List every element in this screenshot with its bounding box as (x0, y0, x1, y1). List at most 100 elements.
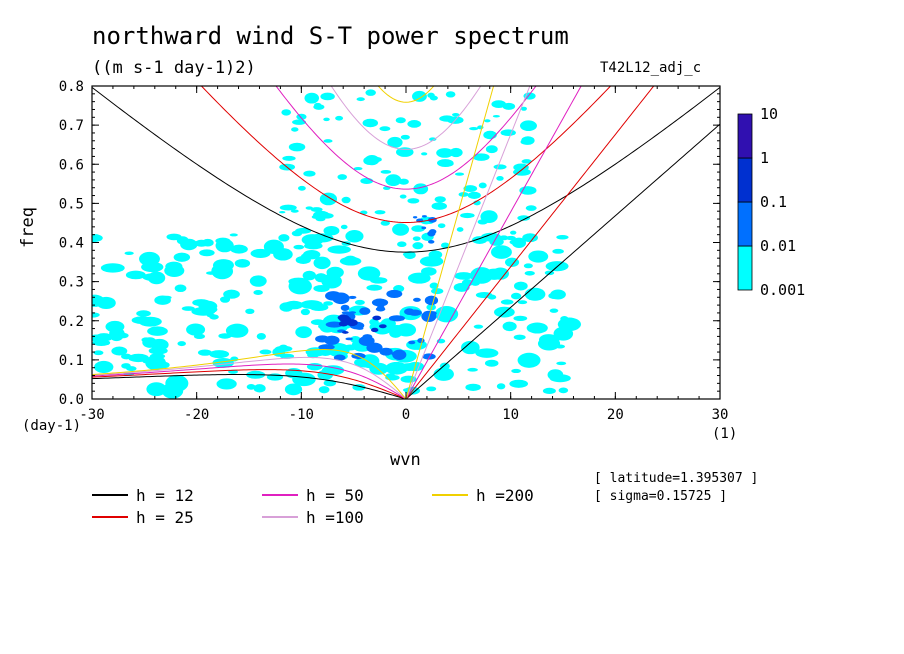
power-blob-mid (375, 306, 386, 312)
power-blob-low (490, 245, 512, 259)
power-blob-mid (359, 307, 371, 315)
power-blob-low (470, 267, 493, 284)
power-blob-low (412, 90, 427, 102)
power-blob-mid (371, 298, 389, 307)
power-blob-low (412, 236, 421, 241)
power-blob-low (426, 386, 437, 392)
power-blob-low (181, 306, 195, 311)
power-blob-mid (333, 354, 346, 361)
power-blob-low (483, 130, 497, 140)
legend-swatch (432, 494, 468, 496)
power-blob-low (560, 315, 569, 322)
power-blob-low (300, 308, 311, 316)
power-blob-low (521, 159, 532, 164)
chart-title: northward wind S-T power spectrum (92, 22, 569, 50)
power-blob-low (249, 275, 267, 287)
power-blob-low (230, 244, 248, 254)
power-blob-mid (388, 315, 405, 322)
legend-item: h = 50 (262, 486, 364, 505)
power-blob-mid (427, 230, 436, 237)
y-tick-label: 0.1 (59, 353, 84, 369)
power-blob-low (402, 252, 415, 257)
sigma-text: [ sigma=0.15725 ] (594, 489, 728, 504)
latitude-text: [ latitude=1.395307 ] (594, 471, 759, 486)
power-blob-low (340, 224, 348, 230)
power-blob-low (407, 120, 422, 128)
power-blob-low (146, 382, 167, 397)
power-blob-low (437, 223, 446, 229)
power-blob-low (288, 277, 309, 286)
kelvin-curve (405, 86, 582, 399)
power-blob-low (292, 119, 307, 125)
power-blob-mid (341, 311, 351, 315)
power-blob-low (161, 382, 184, 399)
power-blob-low (505, 235, 516, 241)
power-blob-low (463, 185, 478, 193)
power-blob-low (517, 300, 528, 305)
power-blob-low (96, 335, 107, 341)
power-blob-low (517, 352, 541, 368)
power-blob-low (465, 383, 481, 391)
power-blob-low (412, 242, 424, 250)
power-blob-low (297, 185, 306, 191)
power-blob-low (282, 155, 296, 161)
power-blob-mid (422, 353, 436, 360)
power-blob-low (511, 368, 521, 374)
power-blob-low (556, 361, 567, 366)
power-blob-low (500, 129, 516, 137)
power-blob-low (386, 367, 395, 371)
power-blob-mid (392, 349, 407, 361)
power-blob-low (407, 272, 431, 284)
x-tick-label: 30 (712, 407, 729, 423)
power-blob-low (310, 207, 323, 212)
power-blob-low (131, 316, 152, 324)
rossby-curve (92, 356, 407, 399)
power-blob-low (273, 248, 293, 261)
power-blob-low (407, 198, 420, 204)
colorbar-label: 10 (760, 105, 778, 123)
power-blob-low (362, 118, 379, 128)
power-blob-low (92, 294, 105, 307)
power-blob-low (519, 120, 537, 132)
power-blob-low (301, 253, 317, 259)
power-blob-low (253, 290, 263, 296)
y-tick-label: 0.8 (59, 79, 84, 95)
colorbar-label: 0.001 (760, 281, 805, 299)
power-blob-low (323, 117, 330, 122)
legend-label: h = 25 (136, 507, 194, 527)
power-blob-low (136, 310, 151, 317)
dispersion-curves (92, 86, 720, 399)
power-blob-low (558, 387, 569, 394)
gravity-curve (92, 86, 720, 253)
legend-item: h =200 (432, 486, 534, 505)
power-blob-low (467, 367, 478, 372)
power-blob-low (139, 251, 160, 266)
power-blob-low (281, 109, 292, 116)
power-blob-low (485, 145, 498, 154)
power-blob-low (177, 341, 186, 347)
power-blob-low (266, 373, 284, 381)
power-blob-low (484, 359, 499, 367)
power-blob-mid (340, 304, 350, 311)
power-blob-low (461, 340, 480, 355)
power-blob-mid (325, 321, 343, 328)
power-blob-low (496, 176, 504, 181)
power-blob-mid (345, 337, 353, 341)
y-tick-label: 0.6 (59, 157, 84, 173)
colorbar-label: 0.01 (760, 237, 796, 255)
power-blob-low (398, 178, 409, 185)
power-blob-low (496, 383, 506, 390)
power-blob-low (296, 113, 307, 120)
power-blob-low (360, 354, 380, 369)
colorbar-label: 0.1 (760, 193, 787, 211)
power-blob-high (341, 331, 349, 334)
power-blob-low (427, 92, 435, 98)
power-blob-mid (325, 291, 342, 301)
power-blob-high (371, 327, 379, 333)
power-blob-low (380, 169, 392, 174)
power-blob-low (147, 271, 166, 285)
power-blob-low (212, 259, 234, 272)
power-blob-low (509, 379, 529, 388)
power-blob-low (313, 256, 331, 270)
power-blob-low (392, 223, 410, 236)
